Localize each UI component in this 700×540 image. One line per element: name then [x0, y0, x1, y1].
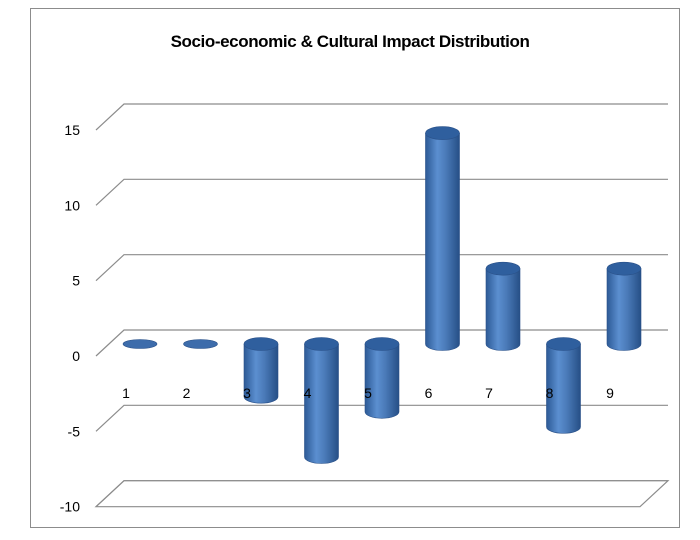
bar-top: [425, 126, 460, 140]
x-tick-label: 2: [183, 385, 191, 401]
bar-disc: [183, 339, 218, 349]
bar-3: [243, 337, 279, 404]
y-tick-label: 0: [72, 348, 80, 364]
y-tick-label: 10: [64, 197, 80, 213]
bar-body: [485, 268, 521, 351]
bar-top: [243, 337, 279, 351]
bar-body: [546, 343, 581, 434]
gridline: [95, 178, 668, 206]
x-tick-label: 4: [304, 385, 312, 401]
chart-floor: [94, 480, 670, 508]
chart-area: [30, 8, 680, 528]
chart-title: Socio-economic & Cultural Impact Distrib…: [170, 32, 530, 51]
y-tick-label: 15: [64, 122, 80, 138]
bar-1: [122, 339, 158, 349]
bar-body: [364, 343, 400, 419]
y-tick-label: 5: [72, 273, 80, 289]
x-tick-label: 6: [425, 385, 433, 401]
bar-top: [485, 261, 521, 276]
bar-7: [485, 261, 521, 351]
bar-body: [606, 268, 642, 351]
bar-2: [183, 339, 218, 349]
bar-body: [304, 343, 339, 464]
bar-body: [243, 343, 279, 404]
bar-top: [304, 337, 339, 351]
bar-top: [546, 337, 581, 351]
bar-body: [425, 132, 460, 351]
bar-disc: [122, 339, 158, 349]
bar-top: [364, 337, 400, 351]
gridline: [95, 480, 668, 508]
y-tick-label: -5: [68, 423, 81, 439]
gridline: [95, 254, 668, 282]
gridline: [95, 404, 668, 432]
bar-4: [304, 337, 339, 464]
x-tick-label: 1: [122, 385, 130, 401]
bar-9: [606, 261, 642, 351]
x-tick-label: 5: [364, 385, 372, 401]
bar-6: [425, 126, 460, 351]
bar-top: [606, 261, 642, 276]
bar-5: [364, 337, 400, 419]
x-tick-label: 3: [243, 385, 251, 401]
bar-8: [546, 337, 581, 434]
x-tick-label: 9: [606, 385, 614, 401]
x-tick-label: 8: [546, 385, 554, 401]
y-tick-label: -10: [60, 499, 80, 515]
x-tick-label: 7: [485, 385, 493, 401]
gridline: [95, 103, 668, 131]
